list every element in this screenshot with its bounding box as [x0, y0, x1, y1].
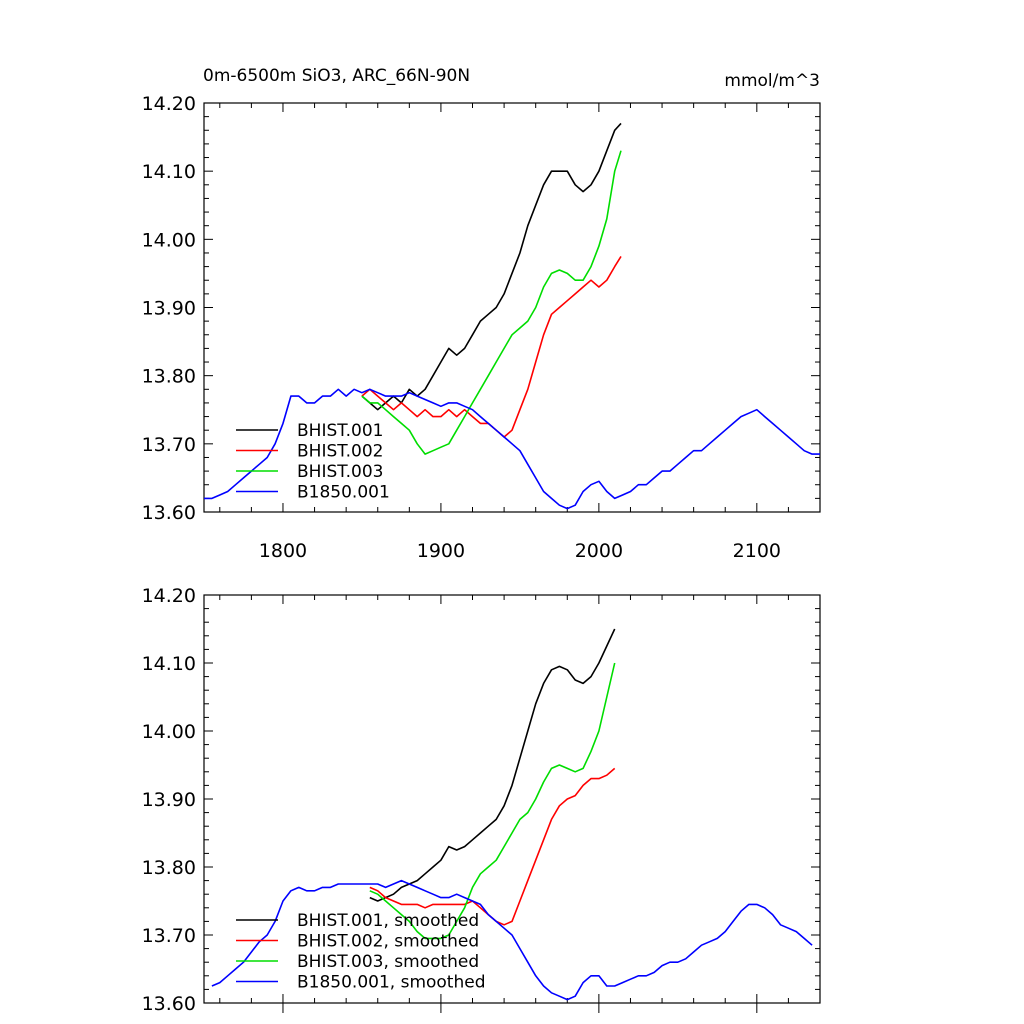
y-tick-label: 13.90 — [142, 298, 196, 320]
y-tick-label: 14.20 — [142, 93, 196, 115]
legend-label: BHIST.002 — [297, 442, 383, 462]
y-tick-label: 13.60 — [142, 502, 196, 524]
series-line-bhist-002 — [361, 255, 622, 438]
legend-label: BHIST.002, smoothed — [297, 932, 479, 952]
y-tick-label: 14.00 — [142, 229, 196, 251]
y-tick-label: 13.70 — [142, 925, 196, 947]
legend-label: B1850.001, smoothed — [297, 973, 486, 993]
units-label: mmol/m^3 — [724, 71, 820, 91]
legend-label: BHIST.003 — [297, 462, 383, 482]
series-line-bhist-002-smoothed — [369, 767, 616, 926]
y-tick-label: 13.80 — [142, 366, 196, 388]
legend-label: BHIST.001, smoothed — [297, 911, 479, 931]
y-tick-label: 14.10 — [142, 653, 196, 675]
legend-label: BHIST.001 — [297, 421, 383, 441]
series-line-b1850-001 — [204, 388, 820, 510]
x-tick-label: 1800 — [259, 540, 307, 562]
y-tick-label: 13.80 — [142, 857, 196, 879]
y-tick-label: 13.60 — [142, 993, 196, 1015]
series-line-bhist-003-smoothed — [369, 662, 616, 940]
series-line-b1850-001-smoothed — [211, 879, 813, 1001]
series-line-bhist-001-smoothed — [369, 628, 616, 902]
y-tick-label: 13.70 — [142, 434, 196, 456]
y-tick-label: 13.90 — [142, 789, 196, 811]
y-tick-label: 14.00 — [142, 721, 196, 743]
series-line-bhist-001 — [361, 122, 622, 411]
legend-label: B1850.001 — [297, 483, 390, 503]
legend-label: BHIST.003, smoothed — [297, 952, 479, 972]
x-tick-label: 2100 — [733, 540, 781, 562]
x-tick-label: 2000 — [575, 540, 623, 562]
bottom-panel: 13.60 13.70 13.80 13.90 14.00 14.10 14.20 BHIST… — [142, 585, 821, 1015]
chart-title: 0m-6500m SiO3, ARC_66N-90N — [203, 66, 470, 86]
series-line-bhist-003 — [361, 150, 622, 455]
y-tick-label: 14.20 — [142, 585, 196, 607]
y-tick-label: 14.10 — [142, 161, 196, 183]
top-panel: 13.60 13.70 13.80 13.90 14.00 14.10 14.20 1800 1… — [142, 93, 821, 562]
x-tick-label: 1900 — [417, 540, 465, 562]
